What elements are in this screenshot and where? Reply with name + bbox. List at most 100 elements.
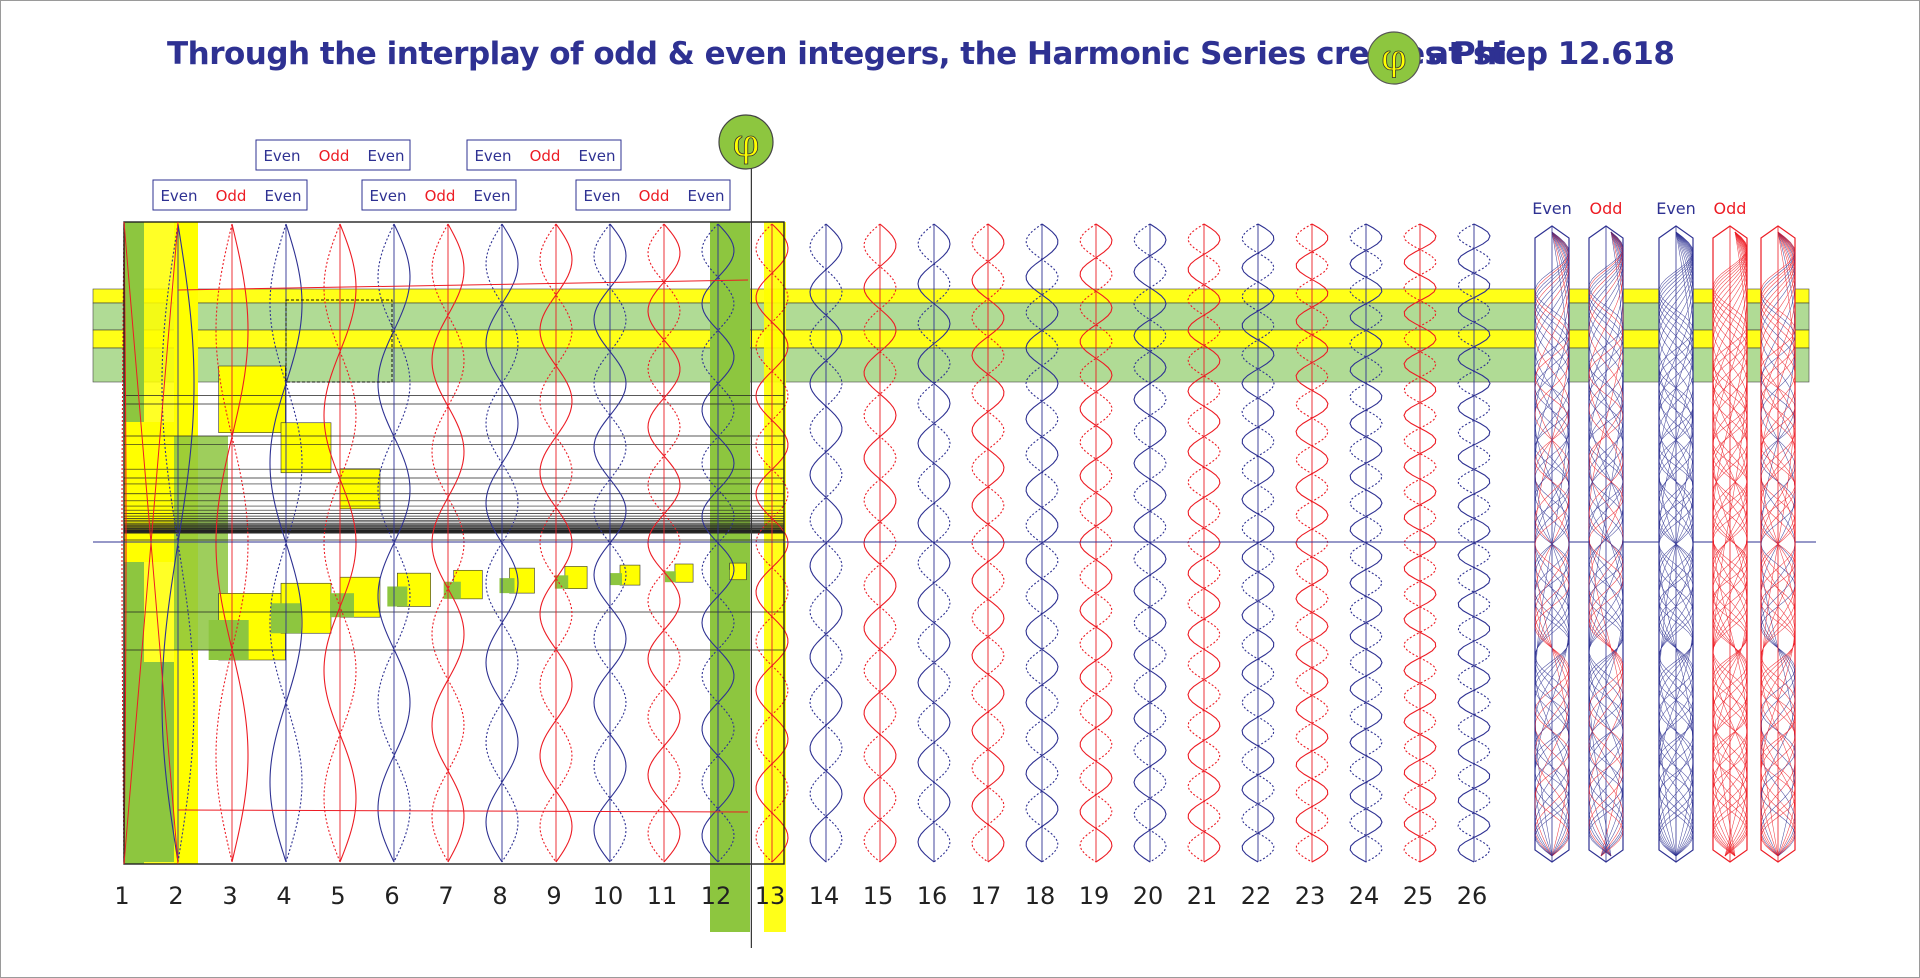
- bundle-1: [1534, 225, 1570, 863]
- wave-11-b: [647, 223, 681, 863]
- bundle-wave: [1760, 231, 1796, 857]
- parity-label: Even: [160, 187, 197, 205]
- diagonal-upper: [177, 279, 749, 291]
- parity-label: Even: [583, 187, 620, 205]
- step-label: 11: [647, 882, 678, 910]
- step-label: 21: [1187, 882, 1218, 910]
- step-inner-low-10: [610, 573, 622, 586]
- bundle-wave: [1588, 231, 1624, 857]
- bundle-2: [1588, 225, 1624, 863]
- phi-marker-icon: [718, 114, 774, 170]
- step-label: 13: [755, 882, 786, 910]
- step-label: 17: [971, 882, 1002, 910]
- wave-15-a: [863, 223, 897, 863]
- wave-21-b: [1187, 223, 1221, 863]
- step-inner-low-12: [719, 569, 730, 580]
- bundle-wave: [1589, 231, 1624, 857]
- parity-box-1: [152, 179, 308, 211]
- parity-label: Even: [578, 147, 615, 165]
- phi-marker-symbol: φ: [733, 121, 760, 165]
- parity-label: Odd: [639, 187, 670, 205]
- wave-11-a: [647, 223, 681, 863]
- step-inner-low-11: [664, 571, 676, 583]
- step-label: 12: [701, 882, 732, 910]
- wave-5-b: [323, 223, 357, 863]
- step-square-low-11: [674, 563, 694, 583]
- wave-15-b: [863, 223, 897, 863]
- step-label: 6: [384, 882, 399, 910]
- bundle-label: Even: [1532, 199, 1572, 218]
- diagram-labels: Even Odd Even Even Odd Even Even Odd Even Even Odd…: [114, 139, 1747, 910]
- parity-label: Even: [263, 147, 300, 165]
- step-label: 5: [330, 882, 345, 910]
- step-label: 9: [546, 882, 561, 910]
- panel-overlay: φ: [93, 114, 1816, 948]
- bundle-label: Odd: [1714, 199, 1747, 218]
- wave-23-b: [1295, 223, 1329, 863]
- phi-icon: φ: [1367, 31, 1421, 85]
- wave-7-a: [431, 223, 465, 863]
- step-label: 1: [114, 882, 129, 910]
- bundle-wave: [1588, 231, 1624, 857]
- parity-label: Even: [474, 147, 511, 165]
- step-label: 2: [168, 882, 183, 910]
- parity-box-5: [575, 179, 731, 211]
- step-label: 22: [1241, 882, 1272, 910]
- step-label: 25: [1403, 882, 1434, 910]
- wave-20-b: [1133, 223, 1167, 863]
- step-inner-low-5: [330, 593, 354, 618]
- wave-17-a: [971, 223, 1005, 863]
- bundle-wave: [1712, 231, 1748, 857]
- step-label: 23: [1295, 882, 1326, 910]
- wave-1-a: [123, 223, 127, 863]
- bundle-5: [1760, 225, 1796, 863]
- wave-19-a: [1079, 223, 1113, 863]
- wave-21-a: [1187, 223, 1221, 863]
- wave-9-a: [539, 223, 573, 863]
- step-square-high-5: [339, 468, 381, 510]
- wave-19-b: [1079, 223, 1113, 863]
- bundle-wave: [1534, 231, 1570, 857]
- bundle-3: [1658, 225, 1694, 863]
- summed-bundles: [1534, 225, 1796, 863]
- step-inner-low-9: [554, 575, 569, 589]
- horizontal-bands: [92, 288, 1810, 383]
- parity-label: Odd: [425, 187, 456, 205]
- step-label: 16: [917, 882, 948, 910]
- bundle-wave: [1658, 231, 1694, 857]
- step-inner-low-3: [208, 620, 249, 660]
- bundle-label: Odd: [1590, 199, 1623, 218]
- bundle-wave: [1760, 231, 1796, 857]
- step-label: 14: [809, 882, 840, 910]
- bundle-label: Even: [1656, 199, 1696, 218]
- wave-7-b: [431, 223, 465, 863]
- step-label: 3: [222, 882, 237, 910]
- wave-9-b: [539, 223, 573, 863]
- bundle-wave: [1534, 231, 1570, 857]
- step-label: 20: [1133, 882, 1164, 910]
- bundle-wave: [1713, 231, 1748, 857]
- step-label: 19: [1079, 882, 1110, 910]
- bundle-wave: [1712, 231, 1748, 857]
- wave-13-b: [755, 223, 789, 863]
- panel-outline: [123, 221, 785, 865]
- step-label: 15: [863, 882, 894, 910]
- diagonal-2: [123, 221, 179, 865]
- bundle-4: [1712, 225, 1748, 863]
- diagonal-lower: [177, 809, 749, 813]
- step-square-low-10: [619, 564, 641, 586]
- parity-label: Odd: [319, 147, 350, 165]
- band-2: [92, 302, 1810, 331]
- step-label: 18: [1025, 882, 1056, 910]
- bundle-wave: [1712, 231, 1748, 857]
- bundle-wave: [1658, 231, 1694, 857]
- parity-label: Even: [264, 187, 301, 205]
- title-text: Through the interplay of odd & even inte…: [167, 36, 1507, 72]
- step-label: 8: [492, 882, 507, 910]
- step-label: 4: [276, 882, 291, 910]
- wave-25-b: [1403, 223, 1437, 863]
- dashed-box: [285, 299, 393, 383]
- parity-label: Odd: [216, 187, 247, 205]
- title-bar: Through the interplay of odd & even inte…: [0, 30, 1920, 90]
